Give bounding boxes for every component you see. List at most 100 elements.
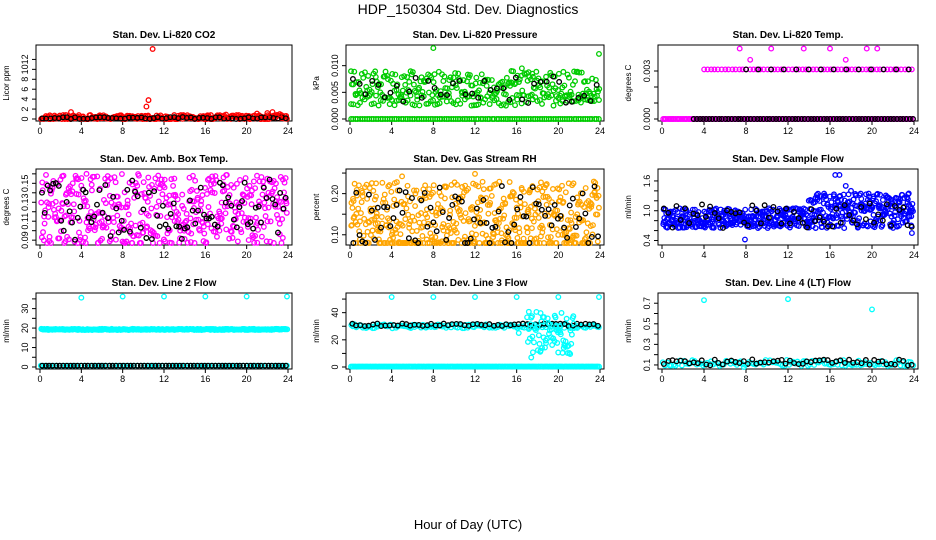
y-axis-label: percent bbox=[312, 193, 321, 220]
data-point bbox=[576, 69, 583, 76]
x-tick-label: 0 bbox=[659, 374, 664, 384]
data-point bbox=[594, 238, 601, 245]
data-point-outlier bbox=[254, 110, 260, 117]
data-point bbox=[409, 69, 416, 75]
data-point bbox=[403, 205, 410, 212]
data-point bbox=[230, 184, 237, 191]
data-point bbox=[716, 116, 723, 122]
data-point bbox=[124, 362, 131, 369]
data-point bbox=[799, 66, 806, 73]
data-point bbox=[795, 223, 802, 229]
data-point bbox=[168, 240, 175, 246]
data-point bbox=[88, 187, 95, 194]
data-point bbox=[393, 202, 400, 208]
data-point bbox=[837, 357, 844, 364]
y-tick-label: 0.3 bbox=[642, 338, 652, 351]
data-point bbox=[348, 68, 354, 75]
data-point bbox=[181, 236, 188, 242]
data-point bbox=[836, 116, 843, 122]
data-point bbox=[556, 323, 563, 329]
data-point bbox=[439, 224, 446, 230]
data-point bbox=[413, 227, 420, 234]
data-point bbox=[461, 233, 468, 240]
data-point bbox=[557, 213, 564, 219]
data-point bbox=[145, 212, 152, 219]
data-point bbox=[498, 230, 505, 237]
data-point bbox=[539, 100, 545, 107]
data-point bbox=[198, 198, 205, 204]
data-point bbox=[53, 362, 60, 369]
y-tick-label: 0.4 bbox=[642, 234, 652, 247]
data-point bbox=[130, 362, 137, 369]
data-point bbox=[488, 192, 495, 199]
data-point bbox=[477, 206, 484, 213]
data-point bbox=[204, 221, 211, 228]
x-tick-label: 16 bbox=[200, 250, 210, 260]
data-point bbox=[401, 73, 408, 80]
data-point bbox=[425, 77, 432, 84]
data-point bbox=[506, 179, 513, 186]
data-point bbox=[276, 220, 283, 227]
data-point bbox=[830, 116, 837, 122]
panel-title: Stan. Dev. Line 4 (LT) Flow bbox=[725, 278, 851, 289]
data-point bbox=[145, 189, 152, 196]
x-tick-label: 16 bbox=[200, 126, 210, 136]
data-point bbox=[716, 221, 722, 228]
data-point bbox=[596, 363, 602, 370]
data-point bbox=[377, 228, 384, 235]
data-point bbox=[535, 214, 542, 221]
data-point bbox=[404, 182, 411, 189]
data-point bbox=[718, 116, 725, 122]
data-point bbox=[859, 116, 866, 122]
data-point bbox=[371, 196, 378, 203]
data-point bbox=[568, 91, 575, 98]
data-point bbox=[98, 362, 105, 369]
data-point bbox=[260, 223, 267, 230]
x-tick-label: 0 bbox=[347, 374, 352, 384]
data-point bbox=[93, 114, 100, 121]
data-point bbox=[245, 237, 252, 244]
data-point bbox=[412, 75, 419, 81]
data-point bbox=[522, 240, 529, 246]
data-point bbox=[501, 212, 508, 219]
data-point bbox=[560, 68, 567, 75]
data-point bbox=[431, 84, 438, 91]
data-point bbox=[485, 210, 492, 217]
data-point bbox=[233, 362, 240, 369]
data-point bbox=[856, 116, 862, 122]
data-point-outlier bbox=[736, 45, 743, 52]
data-point bbox=[879, 358, 886, 365]
data-point bbox=[453, 229, 460, 236]
data-point bbox=[436, 94, 443, 101]
y-tick-label: 10 bbox=[20, 343, 30, 353]
data-point bbox=[545, 320, 552, 326]
data-point bbox=[422, 182, 429, 189]
data-point bbox=[720, 224, 726, 231]
x-tick-label: 4 bbox=[701, 374, 706, 384]
data-point bbox=[481, 77, 488, 84]
data-point bbox=[577, 99, 584, 106]
data-point bbox=[769, 359, 776, 366]
data-point bbox=[480, 196, 487, 203]
data-point bbox=[395, 91, 402, 98]
data-point bbox=[199, 192, 206, 199]
data-point bbox=[85, 214, 92, 221]
data-point-outlier bbox=[747, 56, 754, 63]
data-point bbox=[804, 224, 811, 231]
data-point bbox=[424, 223, 431, 230]
y-axis-label: degrees C bbox=[624, 64, 633, 101]
data-point bbox=[488, 77, 495, 83]
data-point bbox=[251, 239, 258, 246]
data-point bbox=[551, 202, 558, 208]
chart-panel-5: Stan. Dev. Gas Stream RH percent 0 4 8 12 16 20… bbox=[312, 154, 605, 260]
data-point bbox=[125, 211, 132, 218]
data-point bbox=[453, 220, 460, 227]
data-point bbox=[419, 233, 426, 239]
data-point bbox=[512, 74, 519, 81]
data-point bbox=[910, 208, 916, 215]
data-point-outlier bbox=[68, 109, 74, 115]
data-point bbox=[235, 210, 242, 217]
x-axis-label: Hour of Day (UTC) bbox=[413, 517, 523, 532]
data-point bbox=[545, 91, 551, 98]
data-point bbox=[205, 204, 212, 210]
